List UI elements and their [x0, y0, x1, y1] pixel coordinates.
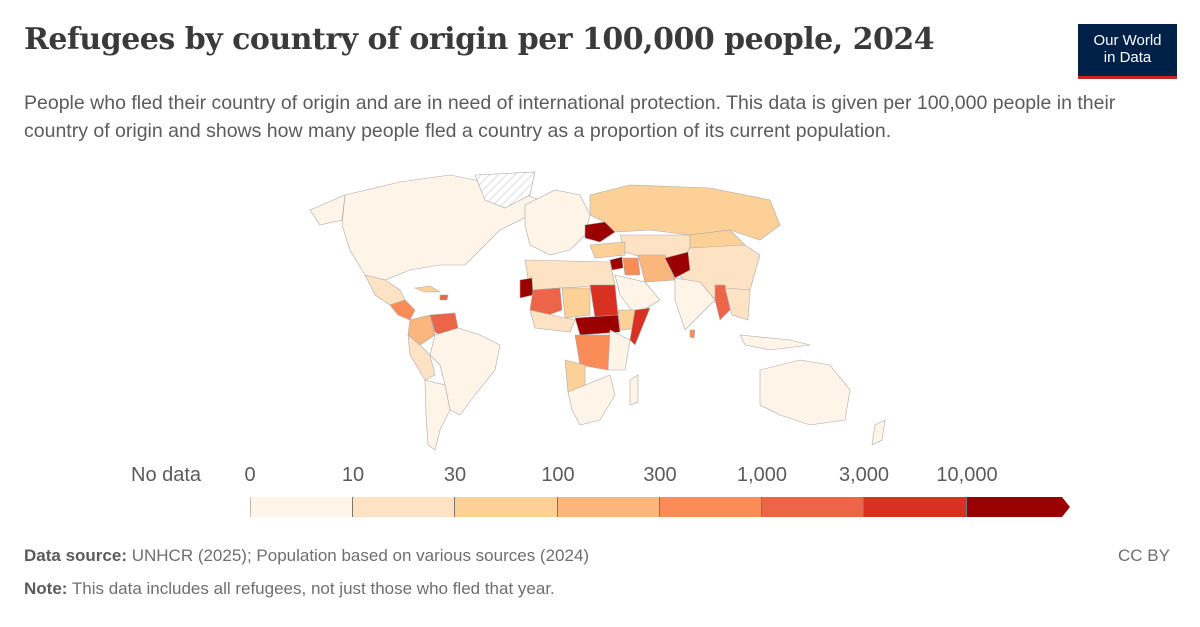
color-legend: No data 0 10 30 100 300 1,000 3,000 10,0… — [0, 462, 1200, 522]
region-ukraine — [584, 221, 616, 243]
region-sri-lanka — [689, 329, 696, 339]
source-text[interactable]: UNHCR (2025); Population based on variou… — [126, 546, 590, 565]
source-label: Data source: — [24, 546, 127, 565]
legend-tick: 10,000 — [936, 464, 998, 486]
legend-tick: 1,000 — [736, 464, 788, 486]
note-label: Note: — [24, 579, 68, 598]
legend-tick: 100 — [541, 464, 575, 486]
region-madagascar — [629, 374, 639, 406]
region-peru — [407, 334, 436, 381]
no-data-swatch[interactable] — [131, 497, 214, 517]
region-southern-africa — [567, 374, 616, 426]
region-indonesia — [739, 334, 811, 351]
legend-tick: 3,000 — [838, 464, 890, 486]
region-colombia — [407, 314, 436, 346]
region-new-zealand — [871, 419, 886, 446]
region-sahel — [561, 287, 591, 319]
chart-title: Refugees by country of origin per 100,00… — [24, 22, 935, 57]
region-west-africa-coast — [529, 309, 576, 333]
chart-subtitle: People who fled their country of origin … — [24, 92, 1116, 142]
region-sudan — [589, 284, 619, 319]
legend-tick: 0 — [244, 464, 256, 486]
region-car-south-sudan — [574, 314, 621, 336]
region-europe — [524, 189, 591, 256]
region-afghanistan — [664, 251, 691, 279]
note-text: This data includes all refugees, not jus… — [67, 579, 555, 598]
region-alaska — [309, 194, 346, 226]
region-east-africa — [607, 329, 631, 371]
world-map[interactable] — [290, 170, 910, 460]
region-cuba — [413, 285, 442, 293]
legend-bin-10-30[interactable] — [353, 497, 455, 517]
region-arabia — [614, 274, 661, 316]
legend-arrow-icon — [1062, 497, 1070, 517]
legend-bin-0-10[interactable] — [250, 497, 353, 517]
legend-bin-3000-10000[interactable] — [864, 497, 967, 517]
legend-bin-over-10000[interactable] — [967, 497, 1062, 517]
logo-line-2: in Data — [1103, 49, 1152, 66]
region-brazil — [429, 327, 501, 416]
region-somalia — [629, 307, 651, 346]
logo-line-1: Our World — [1093, 32, 1162, 49]
chart-note: Note: This data includes all refugees, n… — [24, 579, 555, 599]
legend-bin-1000-3000[interactable] — [762, 497, 864, 517]
owid-logo[interactable]: Our World in Data — [1078, 24, 1177, 79]
license-link[interactable]: CC BY — [1118, 546, 1170, 565]
region-se-asia — [724, 287, 751, 321]
region-russia — [589, 184, 781, 241]
legend-tick: 30 — [443, 464, 467, 486]
legend-tick: 10 — [341, 464, 365, 486]
legend-tick: 300 — [643, 464, 677, 486]
region-mali — [529, 287, 563, 319]
region-haiti — [439, 294, 449, 301]
no-data-label: No data — [131, 464, 202, 486]
legend-bin-100-300[interactable] — [558, 497, 660, 517]
region-india — [674, 277, 716, 331]
region-turkey — [589, 241, 626, 259]
data-source: Data source: UNHCR (2025); Population ba… — [24, 546, 589, 566]
region-southern-cone — [424, 379, 451, 451]
region-central-america — [389, 299, 416, 321]
region-australia — [759, 359, 851, 426]
legend-bin-30-100[interactable] — [455, 497, 558, 517]
legend-bin-300-1000[interactable] — [660, 497, 762, 517]
region-iraq — [622, 257, 641, 276]
region-greenland — [474, 171, 536, 209]
region-western-sahara — [519, 277, 534, 299]
region-syria — [609, 256, 624, 271]
